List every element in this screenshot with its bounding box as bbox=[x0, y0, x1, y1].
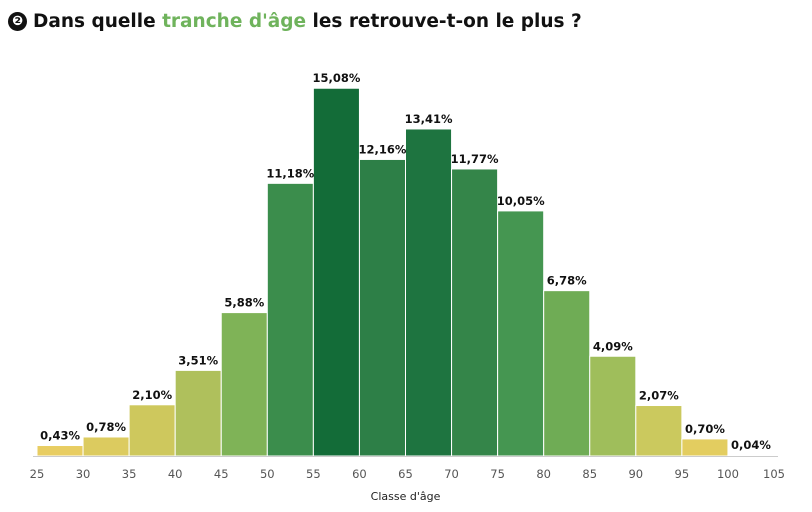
x-tick-label: 30 bbox=[76, 467, 91, 481]
histogram-bar bbox=[174, 369, 222, 457]
x-tick-label: 90 bbox=[628, 467, 643, 481]
bar-value-label: 15,08% bbox=[312, 71, 360, 85]
bar-value-label: 2,10% bbox=[132, 388, 172, 402]
x-tick-label: 80 bbox=[536, 467, 551, 481]
x-tick-label: 70 bbox=[444, 467, 459, 481]
x-tick-label: 25 bbox=[30, 467, 45, 481]
histogram-bar bbox=[497, 210, 545, 457]
x-tick-label: 85 bbox=[582, 467, 597, 481]
histogram-bar bbox=[312, 87, 360, 457]
histogram-bar bbox=[82, 436, 130, 457]
x-tick-label: 105 bbox=[763, 467, 785, 481]
histogram-bar bbox=[266, 182, 314, 457]
histogram-bar bbox=[589, 355, 637, 457]
bar-value-label: 3,51% bbox=[178, 353, 218, 367]
bar-value-label: 10,05% bbox=[497, 194, 545, 208]
x-tick-label: 65 bbox=[398, 467, 413, 481]
x-tick-label: 75 bbox=[490, 467, 505, 481]
histogram-bar bbox=[681, 438, 729, 457]
bar-value-label: 12,16% bbox=[359, 142, 407, 156]
histogram-bar bbox=[128, 404, 176, 457]
x-tick-label: 50 bbox=[260, 467, 275, 481]
title-text-start: Dans quelle bbox=[33, 10, 163, 32]
histogram-bar bbox=[727, 454, 775, 457]
x-tick-label: 40 bbox=[168, 467, 183, 481]
bar-value-label: 13,41% bbox=[405, 112, 453, 126]
bar-value-label: 0,70% bbox=[685, 422, 725, 436]
histogram-bar bbox=[358, 158, 406, 457]
bar-value-label: 0,78% bbox=[86, 420, 126, 434]
histogram-bar bbox=[220, 312, 268, 457]
x-tick-label: 100 bbox=[717, 467, 739, 481]
x-tick-label: 35 bbox=[122, 467, 137, 481]
x-tick-label: 45 bbox=[214, 467, 229, 481]
step-number-badge: ❷ bbox=[8, 11, 27, 31]
x-tick-label: 55 bbox=[306, 467, 321, 481]
title-text-end: les retrouve-t-on le plus ? bbox=[306, 10, 582, 32]
bar-value-label: 0,43% bbox=[40, 429, 80, 443]
bar-value-label: 5,88% bbox=[224, 296, 264, 310]
bar-value-label: 2,07% bbox=[639, 389, 679, 403]
page-title: ❷ Dans quelle tranche d'âge les retrouve… bbox=[8, 6, 582, 36]
histogram-bar bbox=[36, 445, 84, 457]
bar-value-label: 11,18% bbox=[266, 166, 314, 180]
bar-value-label: 0,04% bbox=[731, 438, 771, 452]
x-tick-label: 60 bbox=[352, 467, 367, 481]
histogram-bar bbox=[543, 290, 591, 457]
bar-value-label: 6,78% bbox=[547, 274, 587, 288]
x-axis-label: Classe d'âge bbox=[371, 490, 441, 503]
histogram-bar bbox=[635, 405, 683, 457]
histogram-bar bbox=[405, 128, 453, 457]
histogram-bar bbox=[451, 168, 499, 457]
bar-value-label: 4,09% bbox=[593, 339, 633, 353]
title-highlight: tranche d'âge bbox=[162, 10, 307, 32]
x-tick-label: 95 bbox=[675, 467, 690, 481]
bar-value-label: 11,77% bbox=[451, 152, 499, 166]
